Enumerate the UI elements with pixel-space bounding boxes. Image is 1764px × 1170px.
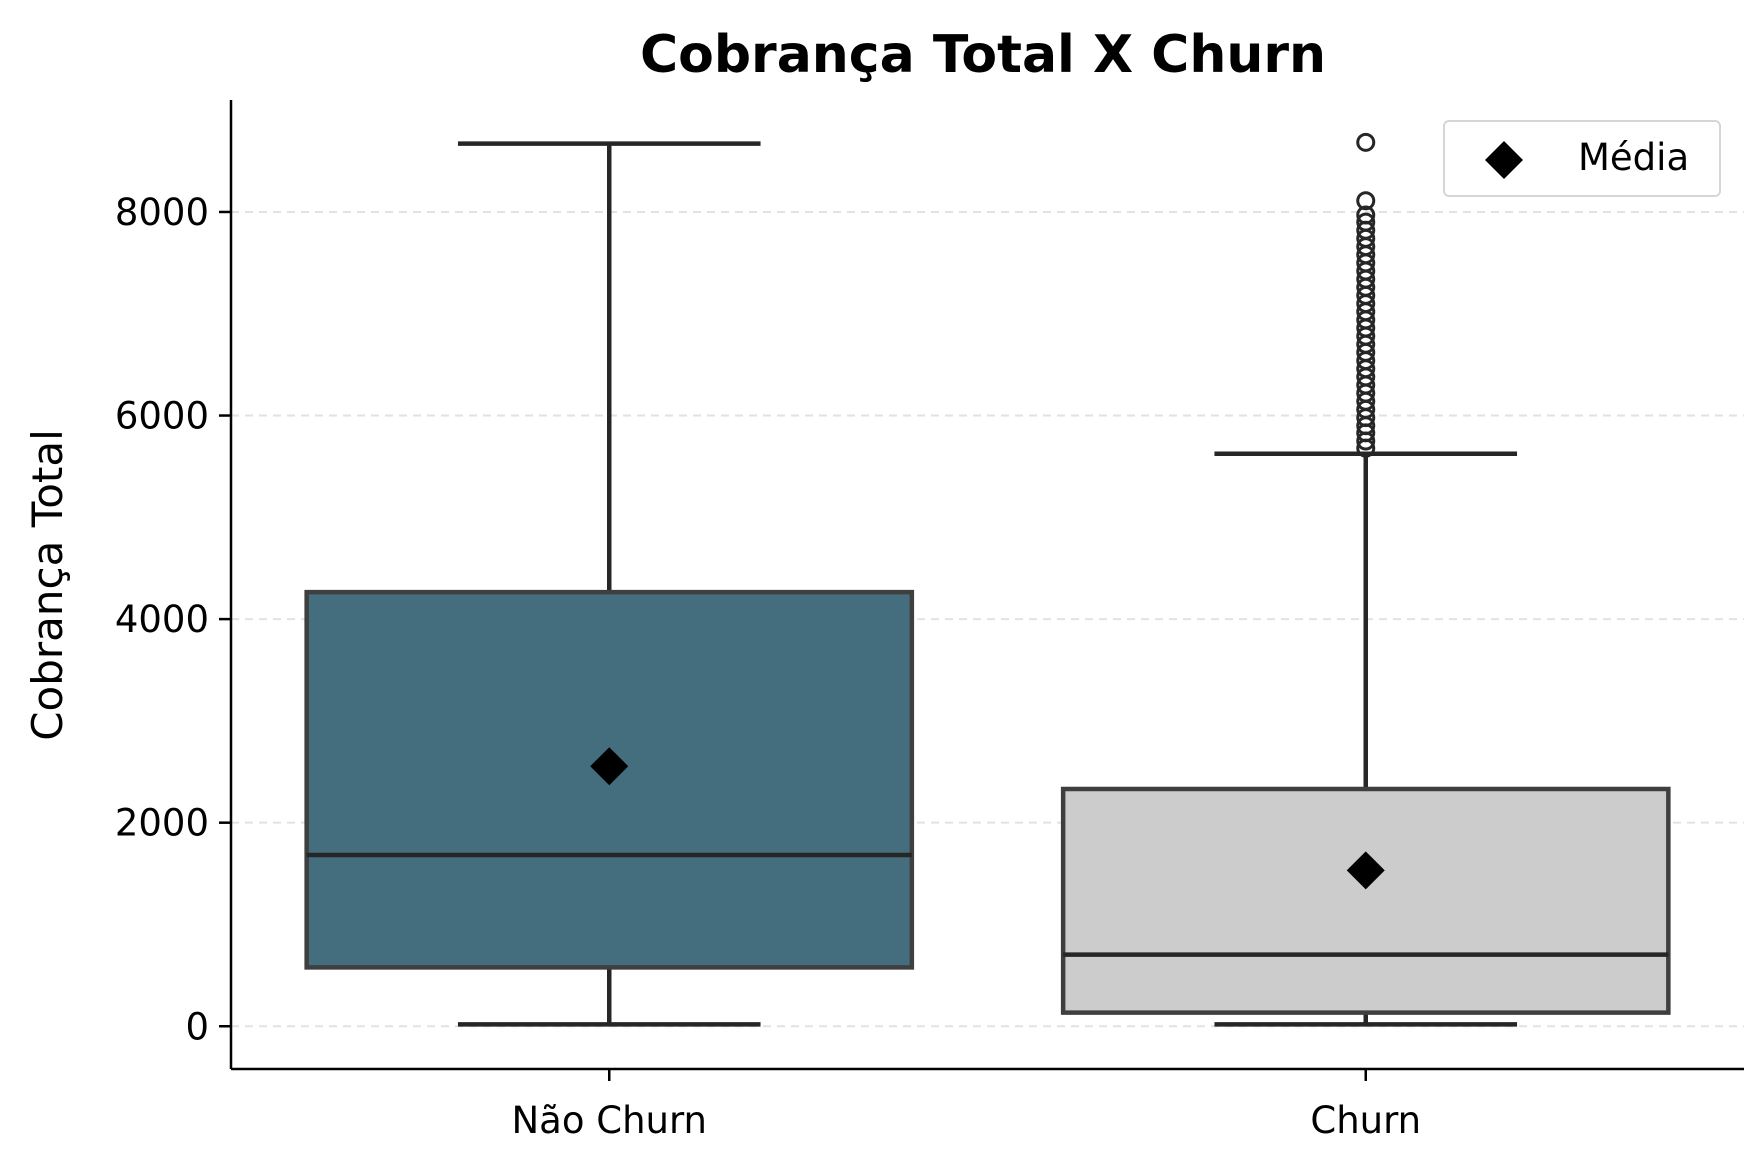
mean-marker <box>590 747 629 786</box>
legend: Média <box>1443 120 1721 197</box>
outlier-point <box>1356 205 1376 225</box>
box-churn <box>1060 132 1671 1027</box>
x-tick-label-0: Não Churn <box>512 1099 708 1142</box>
y-tick-label-0: 0 <box>185 1005 209 1048</box>
legend-mean-marker <box>1485 141 1523 179</box>
mean-marker <box>1346 851 1385 890</box>
legend-mean-label: Média <box>1578 136 1689 179</box>
box-nao-churn <box>304 141 915 1027</box>
x-tick-label-1: Churn <box>1310 1099 1421 1142</box>
iqr-box <box>1060 786 1671 1015</box>
legend-frame <box>1443 120 1721 197</box>
outlier-point <box>1356 212 1376 232</box>
chart-title: Cobrança Total X Churn <box>640 25 1326 85</box>
outlier-point <box>1356 191 1376 211</box>
y-tick-label-4000: 4000 <box>115 598 209 641</box>
y-tick-label-2000: 2000 <box>115 802 209 845</box>
plot-area <box>304 132 1671 1027</box>
y-tick-label-6000: 6000 <box>115 395 209 438</box>
outlier-point <box>1356 132 1376 152</box>
y-tick-label-8000: 8000 <box>115 191 209 234</box>
iqr-box <box>304 589 915 970</box>
y-axis-label: Cobrança Total <box>23 429 72 741</box>
axes: 0 2000 4000 6000 8000 Não Churn Churn <box>115 100 1744 1142</box>
